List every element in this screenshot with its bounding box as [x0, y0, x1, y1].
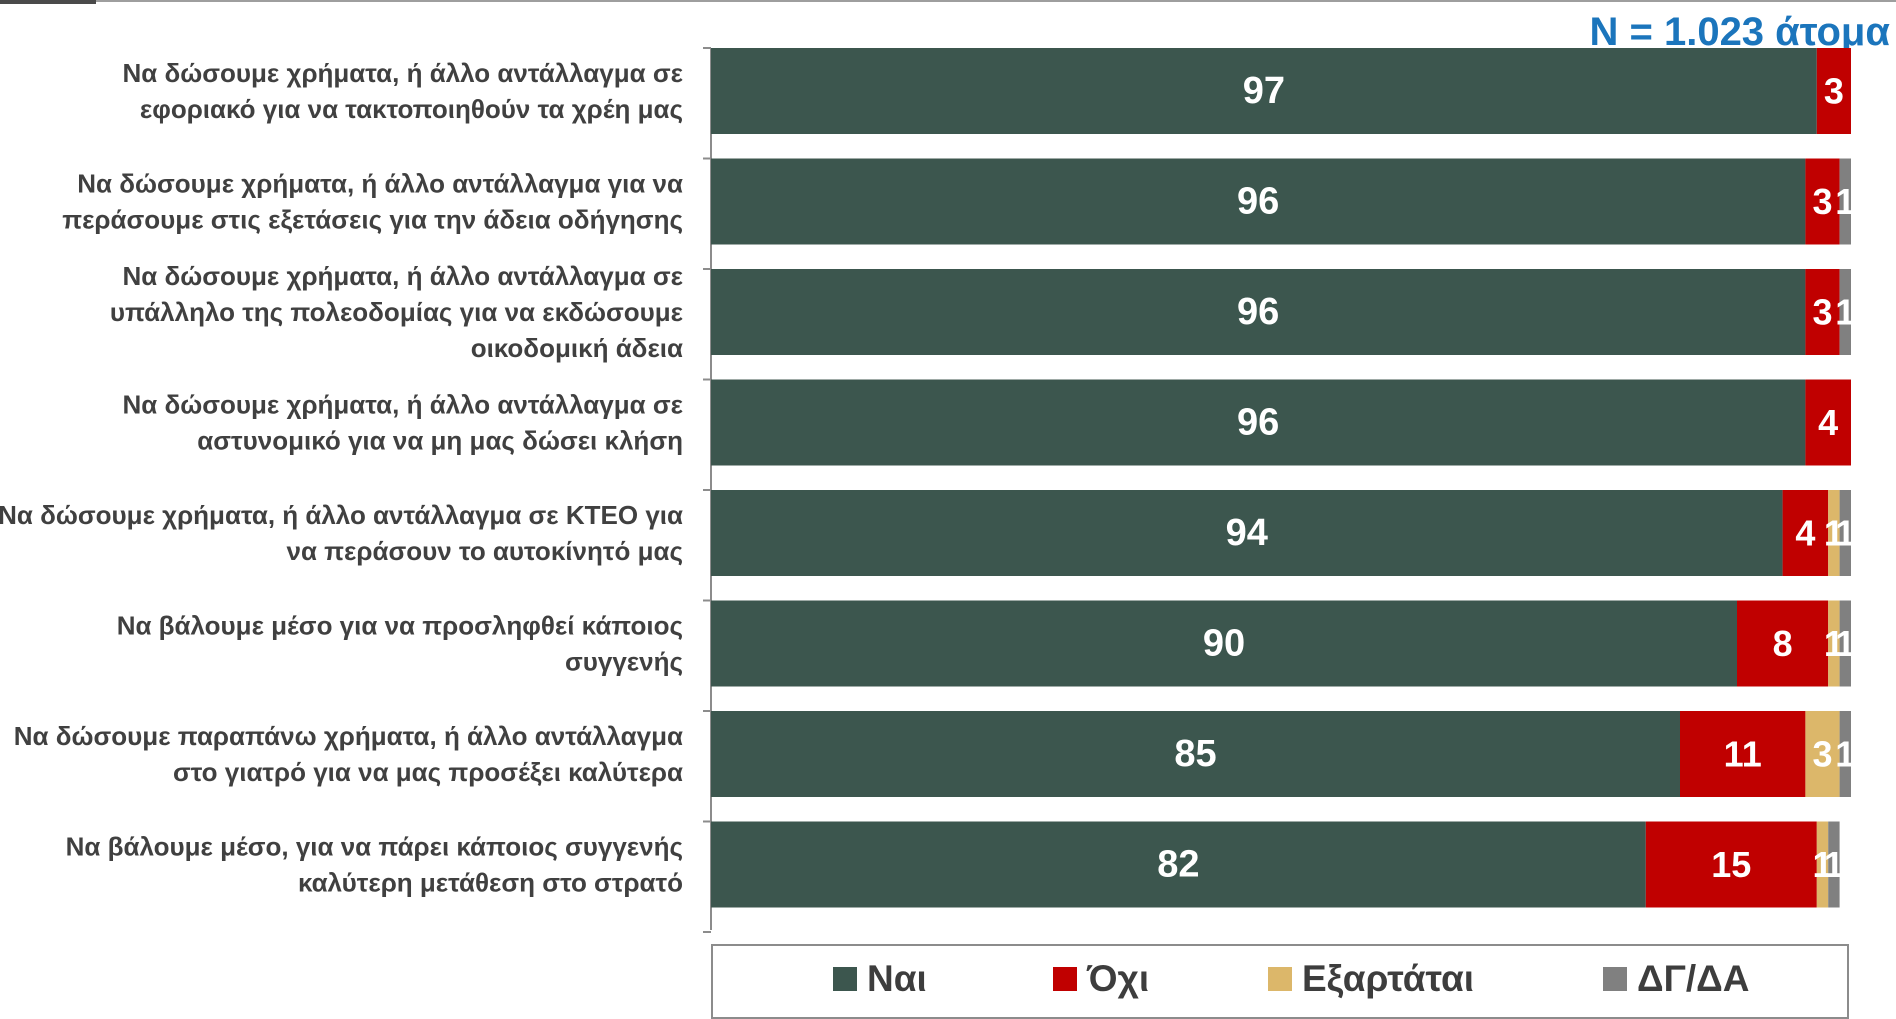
category-label: να περάσουν το αυτοκίνητό μας — [286, 536, 683, 566]
data-label: 3 — [1812, 292, 1832, 333]
category-label: Να δώσουμε χρήματα, ή άλλο αντάλλαγμα σε — [122, 261, 683, 291]
data-label: 97 — [1243, 70, 1285, 112]
category-label: αστυνομικό για να μη μας δώσει κλήση — [197, 426, 683, 456]
bar-segment-nai — [711, 490, 1783, 576]
data-label: 11 — [1724, 734, 1762, 775]
bar-segment-nai — [711, 379, 1806, 466]
category-label: Να δώσουμε χρήματα, ή άλλο αντάλλαγμα σε — [122, 58, 683, 88]
data-label: 96 — [1237, 181, 1279, 223]
legend-swatch-exartatai — [1268, 967, 1292, 991]
chart-legend: Ναι Όχι Εξαρτάται ΔΓ/ΔΑ — [711, 944, 1849, 1019]
data-label: 4 — [1795, 513, 1815, 554]
category-label: Να δώσουμε χρήματα, ή άλλο αντάλλαγμα σε — [122, 390, 683, 420]
bar-segment-nai — [711, 269, 1806, 355]
bar-segment-dgda — [1828, 821, 1840, 908]
bar-segment-ochi — [1816, 48, 1851, 134]
data-label: 85 — [1174, 733, 1216, 775]
legend-swatch-ochi — [1053, 967, 1077, 991]
category-label: Να βάλουμε μέσο για να προσληφθεί κάποιο… — [117, 611, 683, 641]
data-label: 1 — [1835, 734, 1855, 775]
sample-size-label: N = 1.023 άτομα — [1589, 10, 1890, 54]
data-label: 1 — [1824, 844, 1844, 885]
category-label: συγγενής — [565, 647, 683, 677]
bar-segment-ochi — [1645, 821, 1817, 908]
legend-item-dgda: ΔΓ/ΔΑ — [1603, 958, 1749, 1000]
legend-item-exartatai: Εξαρτάται — [1268, 958, 1474, 1000]
bar-segment-dgda — [1839, 158, 1851, 245]
data-label: 94 — [1226, 512, 1268, 554]
bar-segment-exartatai — [1805, 711, 1840, 797]
category-label: Να βάλουμε μέσο, για να πάρει κάποιος συ… — [66, 832, 683, 862]
category-label: εφοριακό για να τακτοποιηθούν τα χρέη μα… — [140, 94, 683, 124]
data-label: 96 — [1237, 291, 1279, 333]
data-label: 1 — [1824, 513, 1844, 554]
bar-segment-ochi — [1680, 711, 1806, 797]
bar-segment-dgda — [1839, 490, 1851, 576]
category-label: Να δώσουμε παραπάνω χρήματα, ή άλλο αντά… — [14, 721, 683, 751]
bar-segment-ochi — [1805, 269, 1840, 355]
bar-segment-ochi — [1737, 600, 1829, 687]
data-label: 1 — [1835, 181, 1855, 222]
category-label: Να δώσουμε χρήματα, ή άλλο αντάλλαγμα γι… — [77, 169, 683, 199]
category-label: υπάλληλο της πολεοδομίας για να εκδώσουμ… — [110, 297, 683, 327]
data-label: 82 — [1157, 844, 1199, 886]
bar-segment-dgda — [1839, 711, 1851, 797]
bar-segment-nai — [711, 600, 1737, 687]
data-label: 8 — [1773, 623, 1793, 664]
data-label: 1 — [1835, 513, 1855, 554]
legend-item-nai: Ναι — [833, 958, 927, 1000]
data-label: 1 — [1824, 623, 1844, 664]
bar-segment-ochi — [1805, 379, 1851, 466]
data-label: 1 — [1835, 292, 1855, 333]
legend-label-nai: Ναι — [867, 958, 927, 999]
category-label: στο γιατρό για να μας προσέξει καλύτερα — [173, 757, 683, 787]
data-label: 3 — [1824, 71, 1844, 112]
legend-swatch-nai — [833, 967, 857, 991]
bar-segment-exartatai — [1828, 600, 1840, 687]
top-divider — [0, 0, 1896, 2]
category-label: περάσουμε στις εξετάσεις για την άδεια ο… — [62, 205, 683, 235]
category-label: Να δώσουμε χρήματα, ή άλλο αντάλλαγμα σε… — [0, 500, 683, 530]
bar-segment-dgda — [1839, 600, 1851, 687]
data-label: 1 — [1835, 623, 1855, 664]
data-label: 96 — [1237, 402, 1279, 444]
category-axis — [703, 47, 712, 933]
bar-segment-nai — [711, 821, 1646, 908]
bar-segment-nai — [711, 158, 1806, 245]
category-label: καλύτερη μετάθεση στο στρατό — [298, 868, 683, 898]
legend-label-ochi: Όχι — [1087, 958, 1150, 999]
bar-segment-ochi — [1782, 490, 1829, 576]
category-labels: Να δώσουμε χρήματα, ή άλλο αντάλλαγμα σε… — [0, 58, 683, 898]
top-divider-accent — [0, 0, 96, 4]
legend-item-ochi: Όχι — [1053, 958, 1149, 1000]
bar-segment-nai — [711, 711, 1680, 797]
bar-segment-dgda — [1839, 269, 1851, 355]
legend-label-exartatai: Εξαρτάται — [1302, 958, 1475, 999]
data-label: 15 — [1711, 844, 1751, 885]
category-label: οικοδομική άδεια — [471, 333, 683, 363]
legend-swatch-dgda — [1603, 967, 1627, 991]
data-label: 3 — [1812, 181, 1832, 222]
data-label: 1 — [1812, 844, 1832, 885]
legend-label-dgda: ΔΓ/ΔΑ — [1637, 958, 1750, 999]
data-label: 4 — [1818, 402, 1838, 443]
data-label: 90 — [1203, 623, 1245, 665]
bar-segment-nai — [711, 48, 1817, 134]
bar-segment-exartatai — [1816, 821, 1829, 908]
data-label: 3 — [1812, 734, 1832, 775]
bar-segment-ochi — [1805, 158, 1840, 245]
bar-segment-exartatai — [1828, 490, 1840, 576]
